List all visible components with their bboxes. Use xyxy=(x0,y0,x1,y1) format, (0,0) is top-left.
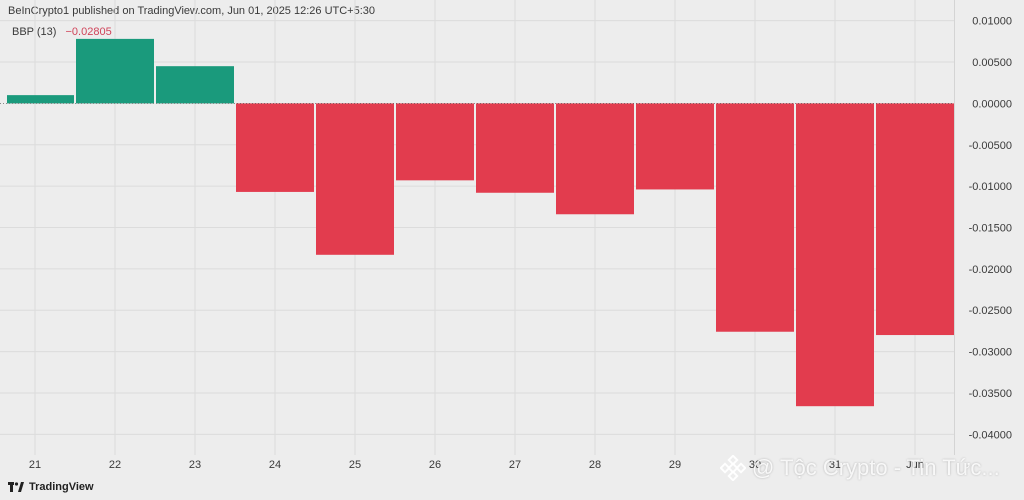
y-tick-label: -0.03000 xyxy=(969,347,1012,359)
x-tick-label: 25 xyxy=(349,459,361,471)
y-tick-label: -0.03500 xyxy=(969,388,1012,400)
bar-30[interactable] xyxy=(716,103,794,332)
indicator-legend: BBP (13) −0.02805 xyxy=(12,26,112,38)
x-tick-label: Jun xyxy=(906,459,924,471)
y-tick-label: 0.00500 xyxy=(972,57,1012,69)
y-tick-label: -0.01500 xyxy=(969,223,1012,235)
y-tick-label: 0.00000 xyxy=(972,98,1012,110)
x-tick-label: 26 xyxy=(429,459,441,471)
y-tick-label: -0.01000 xyxy=(969,181,1012,193)
x-tick-label: 24 xyxy=(269,459,281,471)
indicator-name: BBP (13) xyxy=(12,26,57,38)
x-tick-label: 28 xyxy=(589,459,601,471)
x-tick-label: 21 xyxy=(29,459,41,471)
x-tick-label: 27 xyxy=(509,459,521,471)
tradingview-logo-text: TradingView xyxy=(29,481,94,493)
bar-23[interactable] xyxy=(156,66,234,104)
y-tick-label: -0.00500 xyxy=(969,140,1012,152)
x-tick-label: 29 xyxy=(669,459,681,471)
tradingview-logo[interactable]: TradingView xyxy=(8,481,94,493)
x-tick-label: 30 xyxy=(749,459,761,471)
bar-24[interactable] xyxy=(236,103,314,192)
bar-21[interactable] xyxy=(7,95,74,104)
bars xyxy=(7,38,954,407)
bar-27[interactable] xyxy=(476,103,554,193)
bar-29[interactable] xyxy=(636,103,714,190)
y-axis: 0.01000 0.00500 0.00000 -0.00500 -0.01000 -0.… xyxy=(969,16,1012,442)
bar-Jun[interactable] xyxy=(876,103,954,336)
y-tick-label: -0.02500 xyxy=(969,305,1012,317)
y-tick-label: 0.01000 xyxy=(972,16,1012,28)
bar-26[interactable] xyxy=(396,103,474,181)
x-axis: 21 22 23 24 25 26 27 28 29 30 31 Jun xyxy=(29,459,924,471)
y-tick-label: -0.04000 xyxy=(969,429,1012,441)
x-tick-label: 31 xyxy=(829,459,841,471)
x-tick-label: 22 xyxy=(109,459,121,471)
bar-22[interactable] xyxy=(76,38,154,104)
x-tick-label: 23 xyxy=(189,459,201,471)
tradingview-logo-icon xyxy=(8,482,24,492)
binance-logo-icon xyxy=(720,455,746,481)
indicator-value: −0.02805 xyxy=(65,26,112,38)
watermark-text: @ Tộc Crypto - Tin Tức... xyxy=(752,455,1000,480)
bar-25[interactable] xyxy=(316,103,394,255)
y-tick-label: -0.02000 xyxy=(969,264,1012,276)
bar-31[interactable] xyxy=(796,103,874,407)
published-caption: BeInCrypto1 published on TradingView.com… xyxy=(8,5,376,17)
bar-28[interactable] xyxy=(556,103,634,215)
watermark: @ Tộc Crypto - Tin Tức... xyxy=(720,455,1000,481)
